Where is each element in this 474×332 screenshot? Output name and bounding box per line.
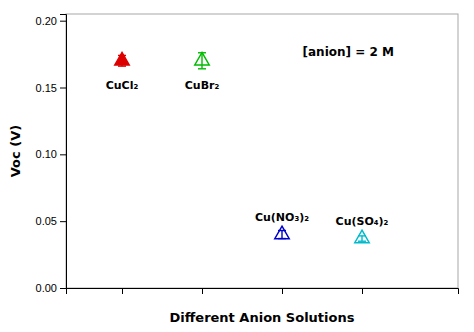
point bbox=[195, 52, 209, 64]
x-tick-mark bbox=[202, 288, 203, 294]
error-bar-cap bbox=[358, 241, 366, 242]
y-tick-mark bbox=[60, 288, 66, 289]
y-tick-mark bbox=[60, 88, 66, 89]
x-axis-title: Different Anion Solutions bbox=[170, 310, 355, 325]
error-bar-cap bbox=[198, 68, 206, 69]
y-tick: 0.05 bbox=[36, 215, 66, 227]
y-tick-label: 0.05 bbox=[36, 215, 57, 227]
y-tick: 0.00 bbox=[36, 282, 66, 294]
annotation: [anion] = 2 M bbox=[303, 45, 394, 59]
point-labels: CuCl₂ CuBr₂ Cu(NO₃)₂ Cu(SO₄)₂ bbox=[106, 79, 389, 228]
chart: 0.000.050.100.150.20CuCl₂CuBr₂Cu(NO₃)₂Cu… bbox=[0, 0, 474, 332]
y-tick-label: 0.15 bbox=[36, 82, 57, 94]
plot: 0.000.050.100.150.20CuCl₂CuBr₂Cu(NO₃)₂Cu… bbox=[36, 14, 459, 294]
x-tick bbox=[282, 288, 283, 294]
y-tick-label: 0.00 bbox=[36, 282, 57, 294]
y-tick-mark bbox=[60, 21, 66, 22]
y-tick-label: 0.10 bbox=[36, 148, 57, 160]
error-bar bbox=[198, 53, 206, 69]
x-axis bbox=[67, 288, 459, 294]
x-tick bbox=[362, 288, 363, 294]
y-axis-line bbox=[60, 15, 67, 289]
y-axis-title: Voc (V) bbox=[8, 125, 23, 177]
y-tick: 0.10 bbox=[36, 148, 66, 160]
plot-frame bbox=[66, 14, 458, 288]
y-tick: 0.15 bbox=[36, 82, 66, 94]
error-bar-stem bbox=[201, 53, 202, 69]
point bbox=[275, 226, 289, 238]
x-tick bbox=[122, 288, 123, 294]
x-tick-mark bbox=[122, 288, 123, 294]
point-label: CuCl₂ bbox=[106, 79, 139, 92]
x-tick-mark bbox=[362, 288, 363, 294]
point-label: Cu(SO₄)₂ bbox=[336, 215, 389, 228]
y-axis: 0.00 0.05 0.10 0.15 0.20 bbox=[36, 15, 67, 295]
y-tick-mark bbox=[60, 154, 66, 155]
y-tick: 0.20 bbox=[36, 15, 66, 27]
point bbox=[355, 230, 369, 242]
x-tick-mark bbox=[282, 288, 283, 294]
error-bar-stem bbox=[281, 231, 282, 239]
error-bar bbox=[358, 236, 366, 241]
marks bbox=[115, 52, 369, 242]
point bbox=[115, 52, 129, 64]
x-axis-line bbox=[67, 289, 459, 295]
y-tick-label: 0.20 bbox=[36, 15, 57, 27]
error-bar-stem bbox=[361, 236, 362, 241]
point-label: Cu(NO₃)₂ bbox=[255, 211, 309, 224]
x-tick bbox=[202, 288, 203, 294]
point-label: CuBr₂ bbox=[185, 79, 220, 92]
y-tick-mark bbox=[60, 221, 66, 222]
